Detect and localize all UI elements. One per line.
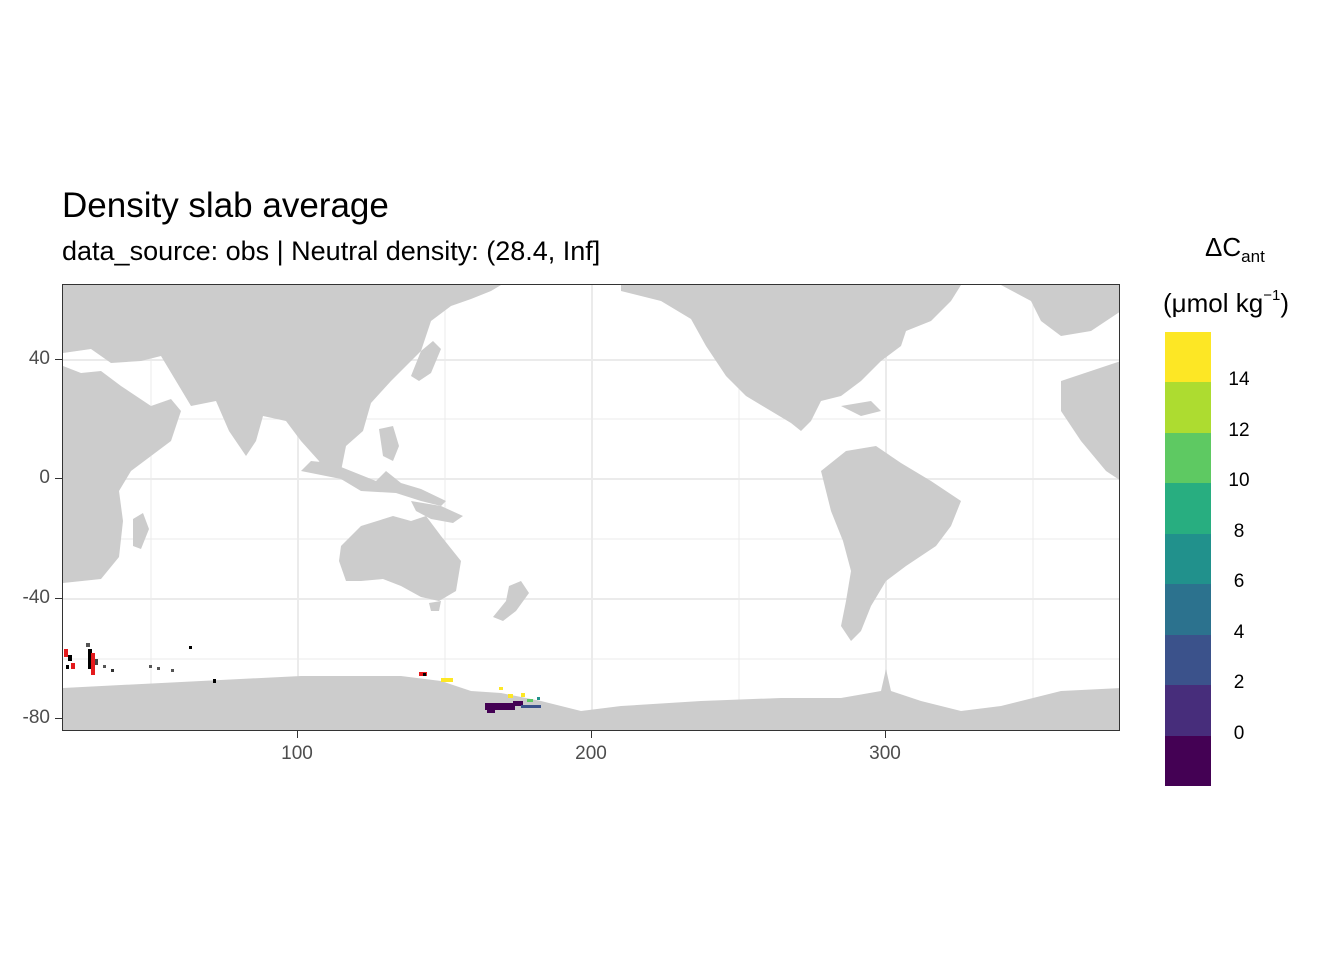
colorbar-bin [1165,382,1211,434]
colorbar [1165,332,1211,787]
land-caribbean [841,401,881,416]
land-tasmania [429,601,441,611]
map-panel [62,284,1120,731]
cell [103,665,106,668]
colorbar-bin [1165,483,1211,535]
cell [66,665,69,669]
colorbar-label: 12 [1228,419,1250,441]
legend-unit-prefix: (μmol kg [1163,288,1264,318]
cell [527,699,533,702]
land-madagascar [133,513,149,549]
chart-title: Density slab average [62,186,389,225]
land-new-zealand [493,581,529,621]
grid-lines [63,285,1119,730]
legend-title-symbol: ΔC [1205,232,1242,262]
colorbar-label: 14 [1228,369,1250,391]
colorbar-label: 10 [1228,470,1250,492]
cell [213,679,216,683]
y-tick-mark [55,718,62,719]
x-tick-mark [885,731,886,738]
cell [149,665,152,668]
cell [513,701,523,706]
y-tick-mark [55,478,62,479]
y-tick-label: -80 [22,707,50,728]
colorbar-bin [1165,332,1211,383]
world-map [63,285,1119,730]
x-tick-label: 300 [869,743,901,764]
cell [171,669,174,672]
y-tick-label: -40 [22,587,50,608]
land-new-guinea [411,501,463,523]
land-greenland [1001,285,1119,336]
cell [71,663,75,669]
cell [157,667,160,670]
x-tick-mark [591,731,592,738]
land-eurasia [63,285,501,476]
legend-unit-suffix: ) [1280,288,1289,318]
legend-title-subscript: ant [1241,247,1265,266]
cell [189,646,192,649]
colorbar-label: 2 [1233,672,1245,694]
cell [423,673,426,676]
colorbar-bin [1165,685,1211,737]
land-antarctica [63,669,1119,730]
cell [91,653,95,675]
colorbar-label: 6 [1233,571,1245,593]
cell [521,705,541,708]
land-indonesia [301,461,446,506]
cell [88,649,92,669]
land-japan [411,341,441,381]
legend-unit-superscript: −1 [1263,287,1281,304]
cell [111,669,114,672]
colorbar-bin [1165,584,1211,636]
chart-subtitle: data_source: obs | Neutral density: (28.… [62,236,601,266]
legend-title: ΔCant [1205,232,1265,272]
cell [485,703,515,710]
legend-unit: (μmol kg−1) [1163,280,1289,319]
colorbar-label: 4 [1233,621,1245,643]
x-tick-label: 200 [575,743,607,764]
cell [508,694,513,698]
x-tick-mark [297,731,298,738]
data-cells [64,643,541,713]
x-tick-label: 100 [281,743,313,764]
y-tick-label: 0 [39,467,50,488]
colorbar-label: 8 [1233,520,1245,542]
cell [537,697,540,700]
cell [499,687,503,690]
colorbar-bin [1165,634,1211,686]
land-europe-west [1061,361,1119,480]
colorbar-bin [1165,432,1211,484]
y-tick-label: 40 [28,348,50,369]
land-africa [63,285,181,583]
cell [68,655,72,661]
colorbar-bin [1165,533,1211,585]
land-north-america [621,285,961,431]
cell [86,643,90,647]
colorbar-bin [1165,735,1211,787]
cell [441,678,453,682]
cell [95,659,98,665]
y-tick-mark [55,598,62,599]
y-tick-mark [55,359,62,360]
colorbar-label: 0 [1233,722,1245,744]
land-philippines [379,426,399,461]
land-masses [63,285,1119,730]
land-south-america [821,446,961,641]
cell [64,649,68,657]
land-australia [339,516,461,601]
cell [521,693,525,697]
cell [487,709,495,713]
